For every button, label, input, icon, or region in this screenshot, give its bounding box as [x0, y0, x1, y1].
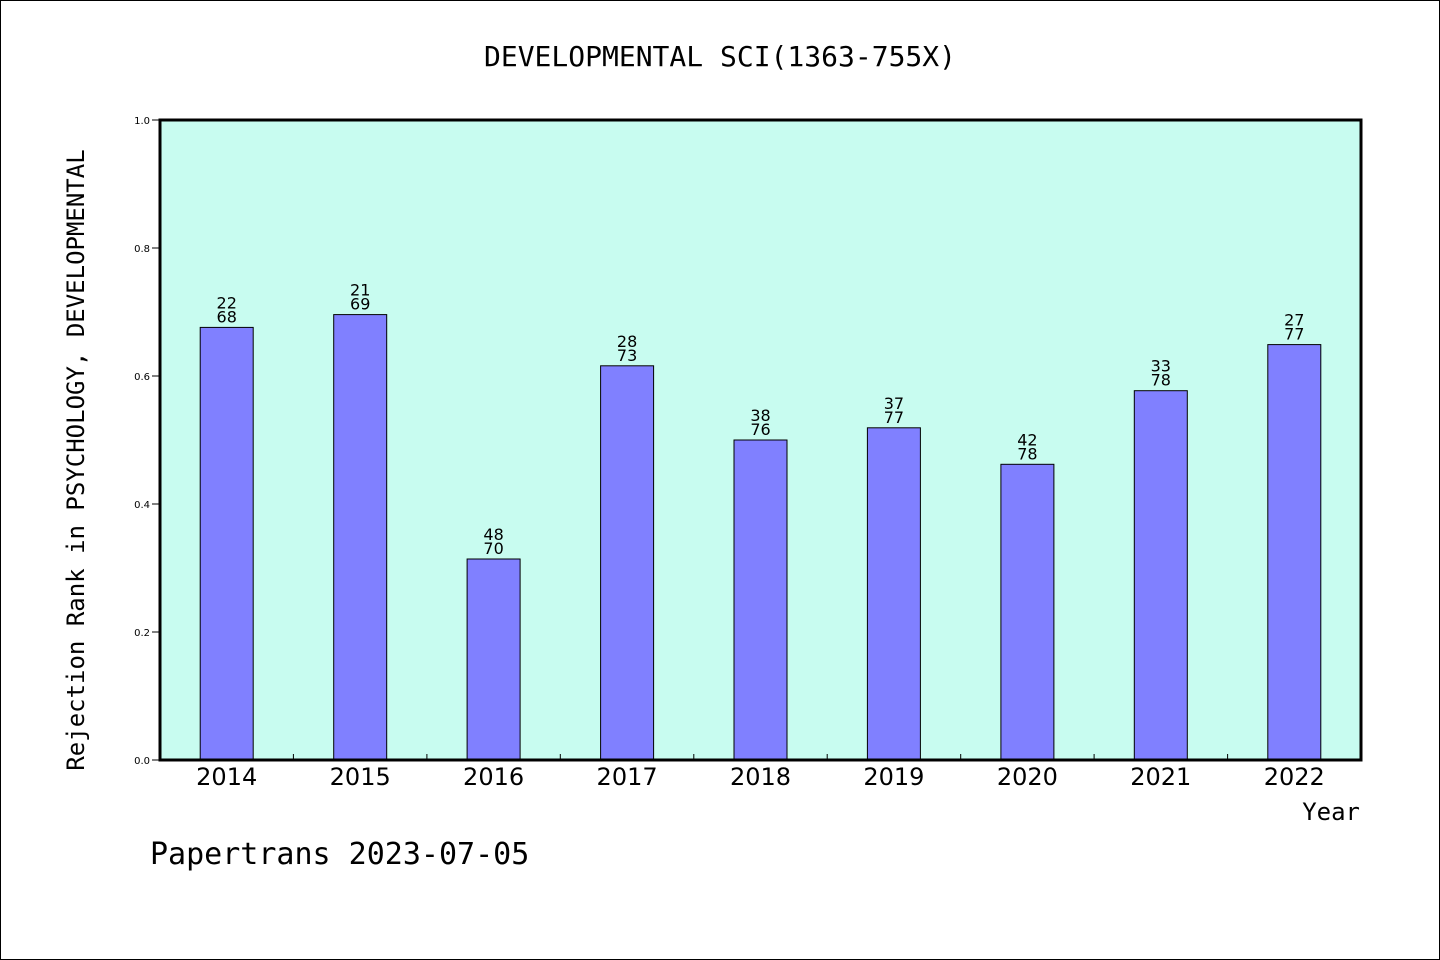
y-tick-label: 1.0: [134, 116, 150, 127]
y-axis-label: Rejection Rank in PSYCHOLOGY, DEVELOPMEN…: [62, 149, 90, 770]
bar-2017: [600, 365, 655, 761]
bar-label-bottom-2022: 77: [1284, 325, 1304, 344]
bar-2018: [733, 439, 788, 761]
bar-label-bottom-2016: 70: [483, 539, 503, 558]
x-tick-label-2016: 2016: [463, 763, 524, 791]
bar-label-top-2020: 42: [1017, 430, 1037, 449]
bar-label-top-2019: 37: [884, 394, 904, 413]
y-tick-label: 0.6: [134, 372, 150, 383]
x-tick-label-2022: 2022: [1264, 763, 1325, 791]
bar-label-top-2022: 27: [1284, 311, 1304, 330]
bar-label-top-2018: 38: [750, 406, 770, 425]
bars-group: [199, 314, 1322, 761]
x-axis: 2014 2015 2016 2017 2018 2019 2020 2021 2022: [196, 754, 1325, 791]
bar-label-bottom-2020: 78: [1017, 444, 1037, 463]
x-tick-label-2017: 2017: [597, 763, 658, 791]
y-tick-label: 0.4: [134, 500, 150, 511]
bar-2022: [1267, 344, 1322, 761]
y-tick-label: 0.2: [134, 628, 150, 639]
bar-label-top-2015: 21: [350, 281, 370, 300]
x-axis-label: Year: [1302, 798, 1360, 826]
footer-credit: Papertrans 2023-07-05: [150, 837, 529, 872]
bar-label-bottom-2021: 78: [1151, 371, 1171, 390]
bar-2014: [199, 326, 254, 761]
bar-2019: [866, 427, 921, 761]
x-tick-label-2015: 2015: [330, 763, 391, 791]
bar-2020: [1000, 463, 1055, 761]
y-tick-label: 0.8: [134, 244, 150, 255]
x-tick-label-2020: 2020: [997, 763, 1058, 791]
bar-2016: [466, 558, 521, 761]
bar-2021: [1133, 390, 1188, 761]
x-tick-label-2019: 2019: [863, 763, 924, 791]
bar-label-bottom-2018: 76: [750, 420, 770, 439]
bar-label-top-2021: 33: [1151, 357, 1171, 376]
bar-label-bottom-2015: 69: [350, 295, 370, 314]
x-tick-label-2014: 2014: [196, 763, 257, 791]
bar-label-bottom-2014: 68: [217, 307, 237, 326]
plot-frame: [158, 118, 1363, 762]
bar-label-bottom-2017: 73: [617, 346, 637, 365]
bar-2015: [333, 314, 388, 761]
y-tick-label: 0.0: [134, 756, 150, 767]
bar-label-top-2014: 22: [217, 293, 237, 312]
x-tick-label-2021: 2021: [1130, 763, 1191, 791]
bar-label-top-2017: 28: [617, 332, 637, 351]
bar-label-bottom-2019: 77: [884, 408, 904, 427]
bar-label-top-2016: 48: [483, 525, 503, 544]
x-tick-label-2018: 2018: [730, 763, 791, 791]
chart-title: DEVELOPMENTAL SCI(1363-755X): [484, 40, 956, 73]
